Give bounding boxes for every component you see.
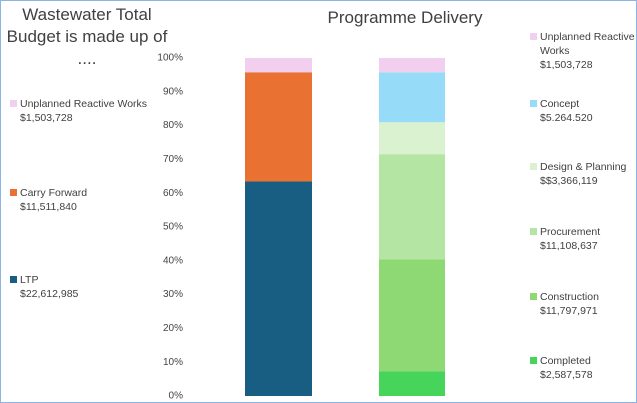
legend-swatch bbox=[10, 100, 17, 107]
legend-amount: $$3,366,119 bbox=[540, 175, 598, 187]
y-tick-label: 10% bbox=[163, 357, 183, 368]
legend-label: LTP bbox=[20, 274, 39, 286]
legend-amount: $1,503,728 bbox=[20, 112, 73, 124]
bar-segment bbox=[245, 58, 312, 73]
legend-label: Design & Planning bbox=[540, 161, 627, 173]
y-tick-label: 80% bbox=[163, 120, 183, 131]
bar-segment bbox=[379, 259, 445, 372]
legend-amount: $11,511,840 bbox=[20, 201, 77, 213]
y-tick-label: 100% bbox=[157, 53, 183, 64]
y-tick-label: 0% bbox=[169, 391, 184, 402]
legend-amount: $1,503,728 bbox=[540, 59, 593, 71]
legend-entry: Carry Forward $11,511,840 bbox=[10, 186, 150, 214]
legend-entry: LTP $22,612,985 bbox=[10, 273, 150, 301]
legend-swatch bbox=[10, 276, 17, 283]
legend-amount: $11,797,971 bbox=[540, 305, 598, 317]
legend-amount: $5.264.520 bbox=[540, 112, 593, 124]
legend-label: Procurement bbox=[540, 226, 601, 238]
bar-segment bbox=[379, 58, 445, 73]
legend-entry: Concept $5.264.520 bbox=[530, 97, 635, 125]
legend-swatch bbox=[530, 293, 537, 300]
legend-swatch bbox=[530, 228, 537, 235]
legend-label: Carry Forward bbox=[20, 187, 88, 199]
bar-segment bbox=[379, 154, 445, 260]
bar-segment bbox=[379, 122, 445, 155]
y-tick-label: 50% bbox=[163, 222, 183, 233]
legend-swatch bbox=[530, 33, 537, 40]
bar-segment bbox=[245, 181, 312, 396]
legend-entry: Unplanned Reactive Works $1,503,728 bbox=[530, 30, 635, 72]
bar-segment bbox=[379, 371, 445, 396]
legend-label: Completed bbox=[540, 355, 591, 367]
y-tick-label: 30% bbox=[163, 289, 183, 300]
y-tick-label: 20% bbox=[163, 323, 183, 334]
y-tick-label: 90% bbox=[163, 86, 183, 97]
legend-entry: Design & Planning $$3,366,119 bbox=[530, 160, 635, 188]
legend-entry: Completed $2,587,578 bbox=[530, 354, 635, 382]
legend-entry: Unplanned Reactive Works $1,503,728 bbox=[10, 97, 150, 125]
legend-amount: $11,108,637 bbox=[540, 240, 598, 252]
y-tick-label: 40% bbox=[163, 255, 183, 266]
bar-segment bbox=[245, 72, 312, 182]
legend-amount: $2,587,578 bbox=[540, 369, 593, 381]
legend-swatch bbox=[10, 189, 17, 196]
legend-amount: $22,612,985 bbox=[20, 288, 79, 300]
legend-swatch bbox=[530, 163, 537, 170]
legend-label: Construction bbox=[540, 291, 599, 303]
y-tick-label: 70% bbox=[163, 154, 183, 165]
chart-title: Wastewater Total Budget is made up of ..… bbox=[6, 5, 168, 68]
legend-label: Unplanned Reactive Works bbox=[20, 98, 148, 110]
bar-segment bbox=[379, 72, 445, 123]
chart-title: Programme Delivery bbox=[327, 8, 483, 27]
legend-entry: Procurement $11,108,637 bbox=[530, 225, 635, 253]
y-tick-label: 60% bbox=[163, 188, 183, 199]
legend-swatch bbox=[530, 357, 537, 364]
legend-entry: Construction $11,797,971 bbox=[530, 290, 635, 318]
legend-label: Unplanned Reactive Works bbox=[540, 31, 635, 57]
legend-swatch bbox=[530, 100, 537, 107]
legend-label: Concept bbox=[540, 98, 580, 110]
